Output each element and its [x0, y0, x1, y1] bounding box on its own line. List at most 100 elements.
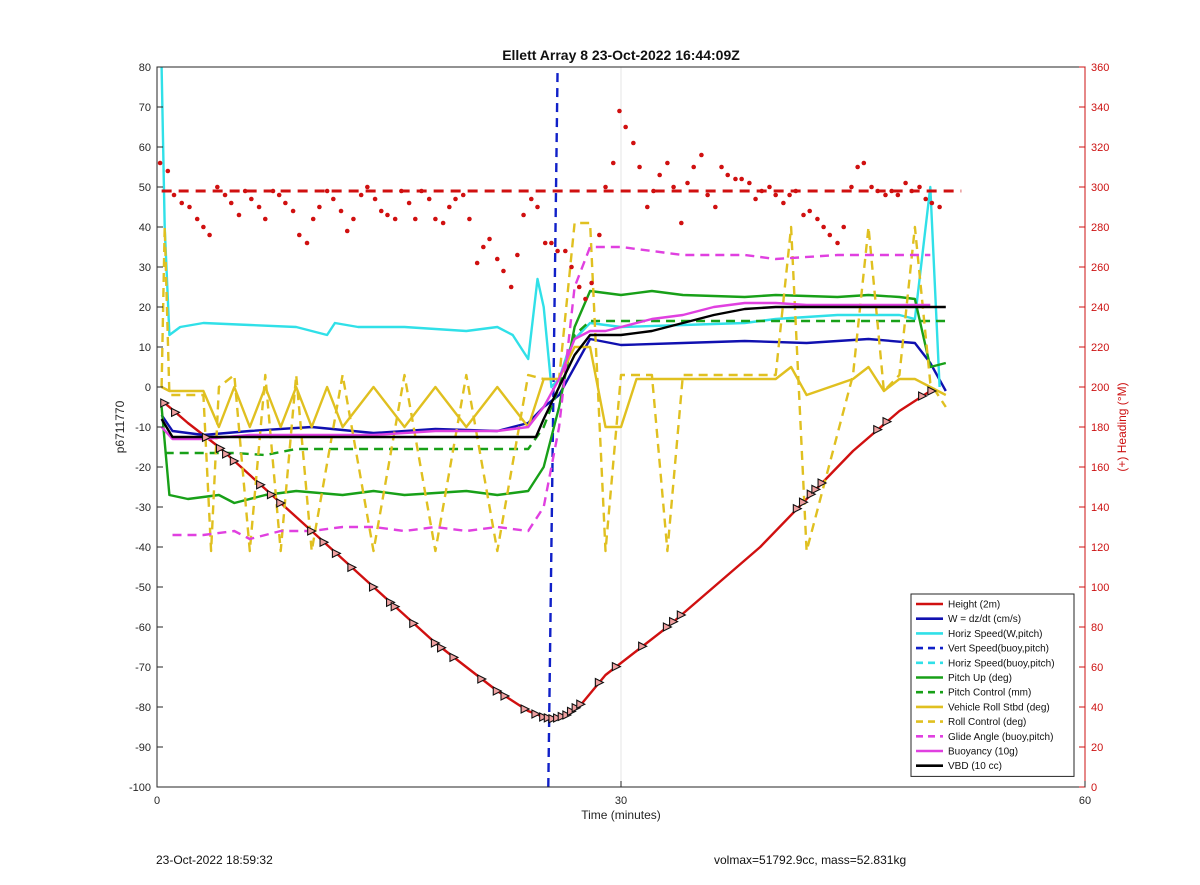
- x-tick-label: 60: [1079, 795, 1091, 807]
- y2-tick-label: 260: [1091, 262, 1109, 274]
- y-axis-label: p6711770: [113, 400, 127, 453]
- height-marker: [276, 498, 286, 508]
- heading-point: [296, 232, 302, 238]
- legend-label: Vert Speed(buoy,pitch): [948, 644, 1049, 655]
- heading-point: [849, 184, 854, 190]
- heading-point: [207, 232, 212, 238]
- heading-point: [474, 260, 480, 266]
- height-marker: [669, 616, 679, 627]
- heading-point: [644, 204, 650, 210]
- footer-timestamp: 23-Oct-2022 18:59:32: [156, 853, 273, 867]
- heading-point: [801, 212, 806, 218]
- y-tick-label: 30: [139, 262, 151, 274]
- legend-label: Vehicle Roll Stbd (deg): [948, 702, 1050, 713]
- height-marker: [566, 706, 577, 717]
- y-tick-label: -100: [129, 782, 151, 794]
- series-line-8: [160, 221, 947, 553]
- legend-label: Roll Control (deg): [948, 717, 1026, 728]
- heading-point: [895, 192, 901, 198]
- heading-point: [365, 184, 370, 190]
- height-marker: [368, 582, 379, 592]
- heading-point: [699, 152, 704, 158]
- y-tick-label: -70: [135, 662, 151, 674]
- series-line-9: [172, 245, 931, 541]
- series-line-2: [160, 66, 941, 389]
- heading-point: [392, 216, 398, 222]
- height-marker: [201, 432, 212, 443]
- height-marker: [882, 416, 893, 427]
- y-tick-label: 40: [139, 222, 151, 234]
- heading-point: [821, 224, 826, 230]
- height-marker: [430, 638, 441, 648]
- legend-label: Glide Angle (buoy,pitch): [948, 732, 1053, 743]
- height-marker: [229, 456, 240, 466]
- heading-point: [747, 180, 752, 186]
- y2-tick-label: 200: [1091, 382, 1109, 394]
- heading-point: [460, 192, 466, 198]
- height-marker: [215, 443, 226, 454]
- heading-point: [215, 184, 220, 190]
- heading-point: [603, 184, 608, 190]
- height-marker: [390, 601, 401, 612]
- height-marker: [576, 699, 587, 710]
- heading-point: [855, 164, 860, 170]
- height-marker: [543, 712, 554, 723]
- legend-box: [910, 593, 1075, 777]
- heading-point: [563, 248, 568, 254]
- y-tick-label: -90: [135, 742, 151, 754]
- heading-point: [276, 192, 282, 198]
- height-marker: [792, 503, 803, 514]
- heading-point: [875, 188, 881, 194]
- heading-point: [447, 204, 452, 210]
- heading-point: [419, 188, 424, 194]
- heading-point: [685, 180, 690, 186]
- x-axis-ticks: 0 30 60: [154, 781, 1091, 807]
- heading-point: [929, 200, 935, 206]
- heading-point: [861, 160, 867, 166]
- heading-point: [270, 188, 276, 194]
- heading-point: [165, 168, 171, 174]
- heading-point: [256, 204, 262, 210]
- y2-tick-label: 240: [1091, 302, 1109, 314]
- height-marker: [256, 479, 266, 490]
- y2-tick-label: 100: [1091, 582, 1109, 594]
- heading-point: [535, 204, 540, 210]
- legend-label: Buoyancy (10g): [948, 747, 1018, 758]
- y-tick-label: -30: [135, 502, 151, 514]
- heading-point: [555, 248, 560, 254]
- heading-point: [733, 176, 738, 182]
- heading-point: [399, 188, 404, 194]
- heading-point: [623, 124, 628, 130]
- heading-point: [725, 172, 731, 178]
- series-line-7: [161, 345, 947, 429]
- height-marker: [160, 398, 170, 408]
- heading-point: [242, 188, 248, 194]
- heading-point: [542, 240, 548, 246]
- y-tick-label: -10: [135, 422, 151, 434]
- y-tick-label: -50: [135, 582, 151, 594]
- heading-point: [528, 196, 534, 202]
- heading-point: [317, 204, 322, 210]
- y2-tick-label: 280: [1091, 222, 1109, 234]
- height-marker: [927, 386, 938, 396]
- height-marker: [492, 686, 503, 696]
- y2-tick-label: 120: [1091, 542, 1109, 554]
- y2-tick-label: 80: [1091, 622, 1103, 634]
- heading-point: [597, 232, 602, 238]
- heading-point: [889, 188, 894, 194]
- y-tick-label: 60: [139, 142, 151, 154]
- y-tick-label: -60: [135, 622, 151, 634]
- heading-point: [719, 164, 724, 170]
- heading-point: [679, 220, 684, 226]
- heading-point: [807, 208, 812, 214]
- heading-point: [767, 184, 772, 190]
- height-marker: [918, 391, 928, 401]
- heading-point: [617, 108, 622, 114]
- height-marker: [806, 489, 817, 500]
- y-tick-label: 80: [139, 62, 151, 74]
- y2-tick-label: 0: [1091, 782, 1097, 794]
- legend-label: Height (2m): [948, 600, 1000, 611]
- height-marker: [222, 449, 232, 459]
- y2-tick-label: 320: [1091, 142, 1109, 154]
- heading-point: [501, 268, 506, 274]
